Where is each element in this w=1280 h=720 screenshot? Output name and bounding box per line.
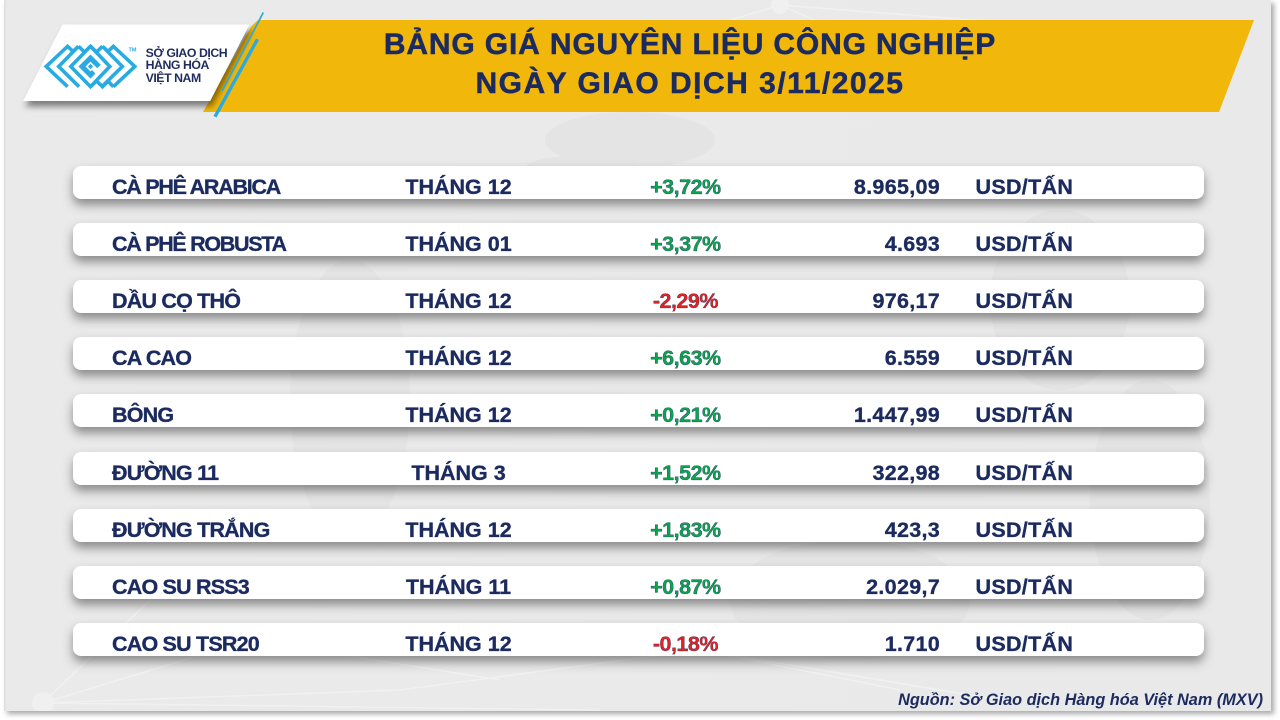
svg-text:TM: TM (129, 48, 137, 54)
